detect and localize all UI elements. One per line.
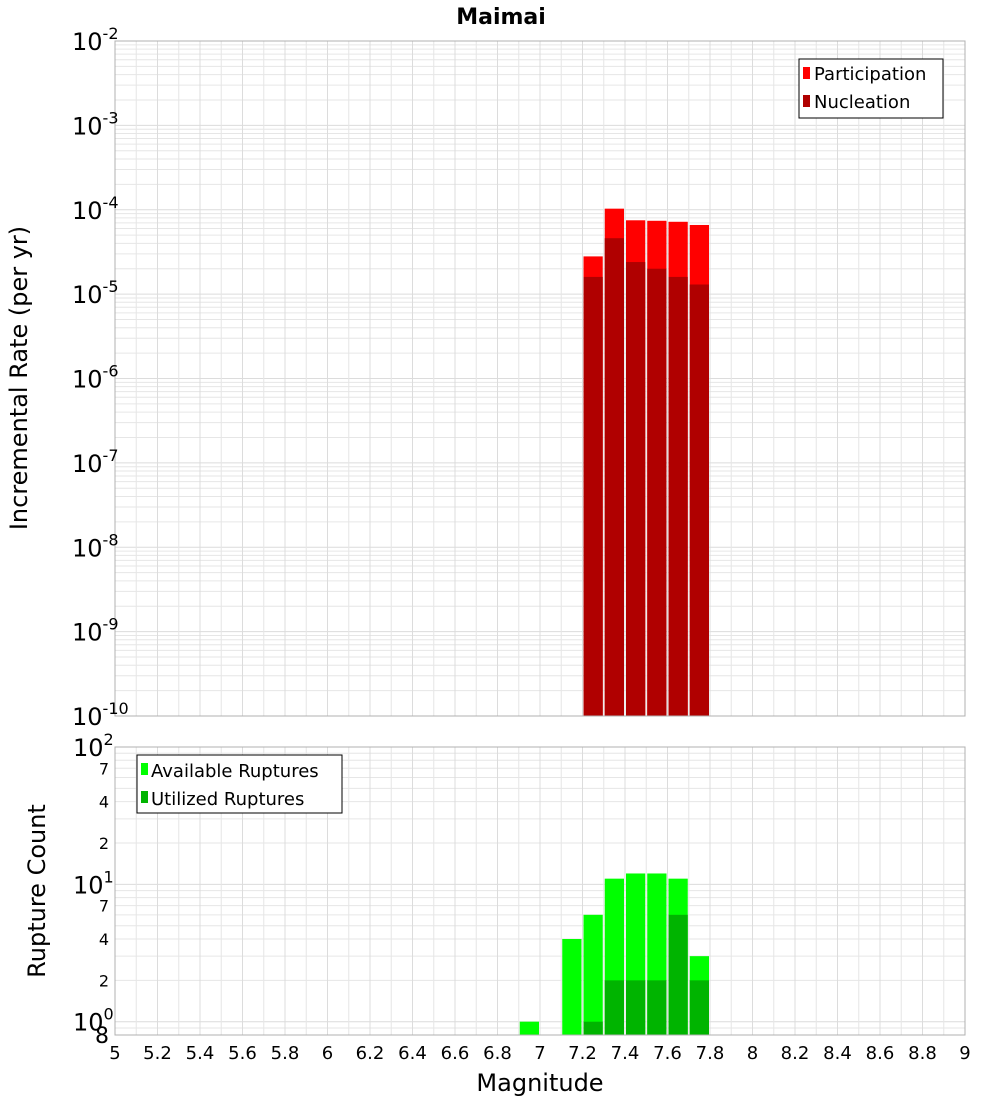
rate-y-tick-label: 10-9: [72, 615, 119, 647]
x-tick-label: 7.6: [653, 1043, 682, 1064]
count-y-tick-label: 100: [73, 1005, 114, 1037]
participation-swatch: [803, 67, 810, 79]
available-ruptures-bar: [519, 1021, 539, 1035]
nucleation-bar: [626, 262, 646, 716]
nucleation-legend-label: Nucleation: [814, 92, 910, 113]
available-ruptures-swatch: [141, 763, 148, 775]
utilized-ruptures-bar: [626, 980, 646, 1035]
x-tick-label: 5.8: [271, 1043, 300, 1064]
count-plot-x-ticks: 5 5.2 5.4 5.6 5.8 6 6.2 6.4 6.6 6.8 7 7.2 7.4 7.6 7.8 8…: [109, 1043, 970, 1064]
nucleation-bar: [668, 276, 688, 716]
x-tick-label: 5.4: [186, 1043, 215, 1064]
x-tick-label: 6.6: [441, 1043, 470, 1064]
x-tick-label: 9: [959, 1043, 970, 1064]
x-tick-label: 7: [534, 1043, 545, 1064]
count-y-tick-label: 102: [73, 730, 114, 762]
nucleation-bar: [647, 268, 667, 716]
count-y-tick-label: 4: [99, 930, 109, 949]
count-y-tick-label: 2: [99, 971, 109, 990]
x-tick-label: 5.2: [143, 1043, 172, 1064]
count-plot-grid: [114, 746, 966, 1036]
x-tick-label: 7.4: [611, 1043, 640, 1064]
nucleation-bar: [689, 284, 709, 716]
x-axis-title: Magnitude: [476, 1069, 603, 1097]
chart-title: Maimai: [456, 5, 546, 30]
x-tick-label: 7.8: [696, 1043, 725, 1064]
rate-plot-bars: [583, 208, 709, 717]
x-tick-label: 8.6: [866, 1043, 895, 1064]
rate-y-tick-label: 10-2: [72, 24, 119, 56]
count-plot-y-axis-title: Rupture Count: [23, 804, 51, 978]
count-y-tick-label: 7: [99, 897, 109, 916]
utilized-ruptures-bar: [583, 1021, 603, 1035]
count-y-tick-label: 2: [99, 834, 109, 853]
rate-y-tick-label: 10-7: [72, 446, 119, 478]
count-plot-frame: [114, 746, 966, 1036]
x-tick-label: 6.4: [398, 1043, 427, 1064]
utilized-ruptures-bar: [604, 980, 624, 1035]
count-y-tick-label: 4: [99, 793, 109, 812]
x-tick-label: 7.2: [568, 1043, 597, 1064]
count-plot-legend: Available Ruptures Utilized Ruptures: [136, 754, 343, 814]
count-plot-bars: [519, 873, 709, 1035]
rate-y-tick-label: 10-10: [72, 699, 129, 731]
nucleation-swatch: [803, 95, 810, 107]
rate-plot-legend: Participation Nucleation: [798, 58, 944, 119]
x-tick-label: 6.2: [356, 1043, 385, 1064]
count-y-tick-label: 7: [99, 759, 109, 778]
x-tick-label: 6: [322, 1043, 333, 1064]
utilized-ruptures-swatch: [141, 791, 148, 803]
participation-legend-label: Participation: [814, 64, 926, 85]
rate-plot-grid: [114, 41, 966, 717]
available-ruptures-bar: [583, 914, 603, 1035]
nucleation-bar: [583, 276, 603, 716]
count-y-tick-label: 101: [73, 867, 114, 899]
x-tick-label: 8: [747, 1043, 758, 1064]
utilized-ruptures-bar: [668, 914, 688, 1035]
x-tick-label: 5: [109, 1043, 120, 1064]
x-tick-label: 8.2: [781, 1043, 810, 1064]
available-ruptures-legend-label: Available Ruptures: [151, 761, 319, 782]
rate-y-tick-label: 10-3: [72, 108, 119, 140]
rate-plot-frame: [114, 40, 966, 717]
rate-plot-y-axis-title: Incremental Rate (per yr): [5, 226, 33, 530]
rate-y-tick-label: 10-5: [72, 277, 119, 309]
x-tick-label: 8.4: [823, 1043, 852, 1064]
rate-legend-box: [798, 58, 944, 119]
x-tick-label: 8.8: [908, 1043, 937, 1064]
rate-plot-y-ticks: 10-2 10-3 10-4 10-5 10-6 10-7 10-8 10-9 10-10: [72, 24, 129, 731]
nucleation-bar: [604, 238, 624, 716]
utilized-ruptures-bar: [647, 980, 667, 1035]
count-y-tick-label: 8: [95, 1024, 109, 1049]
utilized-ruptures-legend-label: Utilized Ruptures: [151, 789, 304, 810]
rate-y-tick-label: 10-8: [72, 530, 119, 562]
count-legend-box: [136, 754, 343, 814]
x-tick-label: 6.8: [483, 1043, 512, 1064]
rate-y-tick-label: 10-4: [72, 193, 119, 225]
rate-y-tick-label: 10-6: [72, 362, 119, 394]
x-tick-label: 5.6: [228, 1043, 257, 1064]
utilized-ruptures-bar: [689, 980, 709, 1035]
available-ruptures-bar: [562, 939, 582, 1035]
